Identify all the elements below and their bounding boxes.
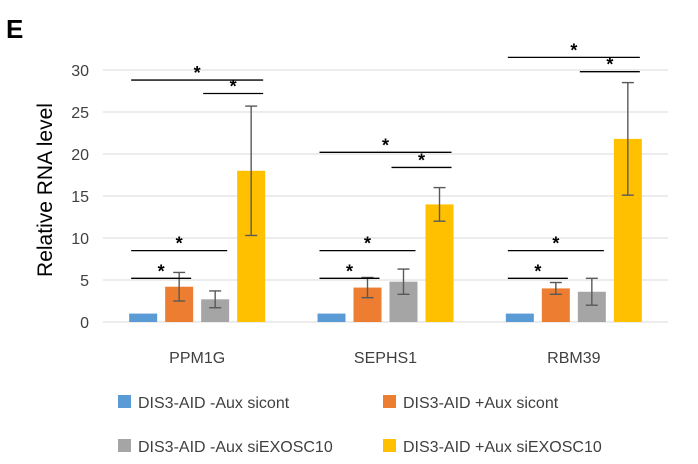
- y-tick-label: 5: [80, 273, 89, 290]
- category-label: SEPHS1: [354, 350, 417, 367]
- panel-label: E: [6, 14, 23, 44]
- y-tick-label: 25: [71, 105, 89, 122]
- y-tick-label: 15: [71, 189, 89, 206]
- category-label: RBM39: [547, 350, 600, 367]
- significance-star: *: [382, 135, 389, 155]
- y-axis-label: Relative RNA level: [34, 103, 57, 277]
- y-tick-label: 10: [71, 231, 89, 248]
- legend-label: DIS3-AID -Aux siEXOSC10: [138, 439, 333, 456]
- y-tick-label: 20: [71, 147, 89, 164]
- category-label: PPM1G: [169, 350, 225, 367]
- bars: [129, 138, 642, 322]
- significance-star: *: [570, 40, 577, 60]
- error-bars: [173, 81, 634, 309]
- y-tick-label: 0: [80, 315, 89, 332]
- bar: [317, 313, 346, 322]
- bar: [201, 299, 230, 322]
- significance-brackets: * * * * * * * * * * * *: [131, 40, 640, 281]
- legend: DIS3-AID -Aux sicont DIS3-AID +Aux sicont…: [118, 395, 602, 456]
- significance-star: *: [606, 55, 613, 75]
- legend-swatch: [118, 439, 131, 452]
- legend-label: DIS3-AID -Aux sicont: [138, 395, 290, 412]
- y-axis-ticks: 0 5 10 15 20 25 30: [71, 63, 89, 332]
- legend-swatch: [118, 395, 131, 408]
- legend-label: DIS3-AID +Aux siEXOSC10: [403, 439, 602, 456]
- x-axis-categories: PPM1G SEPHS1 RBM39: [169, 350, 600, 367]
- legend-swatch: [383, 439, 396, 452]
- legend-label: DIS3-AID +Aux sicont: [403, 395, 559, 412]
- significance-star: *: [230, 77, 237, 97]
- significance-star: *: [534, 261, 541, 281]
- significance-star: *: [194, 63, 201, 83]
- significance-star: *: [552, 234, 559, 254]
- y-tick-label: 30: [71, 63, 89, 80]
- gridlines: [103, 69, 668, 323]
- bar: [505, 313, 534, 322]
- bar: [129, 313, 158, 322]
- significance-star: *: [364, 234, 371, 254]
- bar: [425, 204, 454, 322]
- significance-star: *: [176, 234, 183, 254]
- significance-star: *: [158, 261, 165, 281]
- significance-star: *: [418, 150, 425, 170]
- significance-star: *: [346, 261, 353, 281]
- legend-swatch: [383, 395, 396, 408]
